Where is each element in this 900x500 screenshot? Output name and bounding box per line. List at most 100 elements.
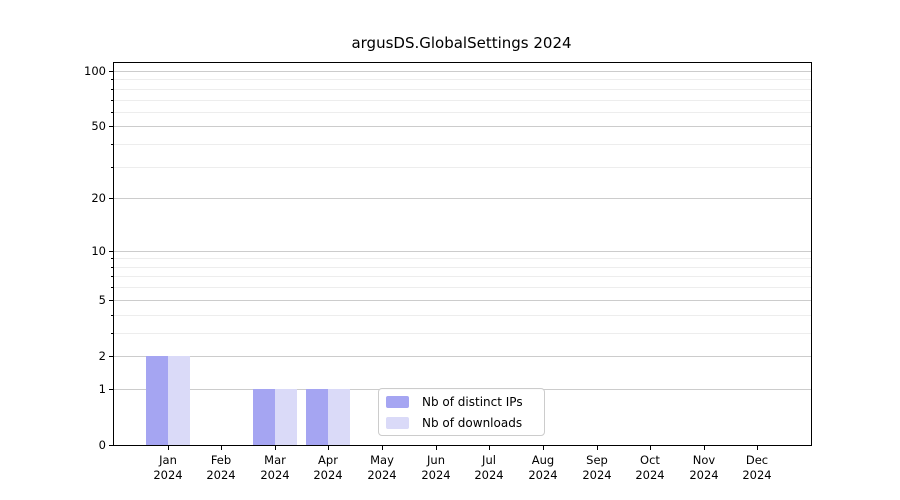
x-tick-year: 2024 — [742, 468, 772, 482]
minor-gridline — [114, 258, 811, 259]
minor-gridline — [114, 144, 811, 145]
y-tick-label: 50 — [91, 119, 106, 133]
bar-mar-downloads — [275, 389, 297, 445]
major-gridline — [114, 198, 811, 199]
y-minor-tick-mark — [111, 315, 113, 316]
y-minor-tick-mark — [111, 258, 113, 259]
x-tick-mark — [650, 446, 651, 450]
bar-apr-distinct-ips — [306, 389, 328, 445]
x-tick-year: 2024 — [313, 468, 343, 482]
x-tick-month: Mar — [264, 453, 286, 467]
x-tick-label: Dec 2024 — [727, 453, 787, 483]
x-tick-label: Aug 2024 — [513, 453, 573, 483]
y-tick-label: 0 — [98, 438, 106, 452]
y-minor-tick-mark — [111, 287, 113, 288]
x-tick-label: Oct 2024 — [620, 453, 680, 483]
x-tick-year: 2024 — [367, 468, 397, 482]
minor-gridline — [114, 287, 811, 288]
y-minor-tick-mark — [111, 79, 113, 80]
x-tick-year: 2024 — [689, 468, 719, 482]
major-gridline — [114, 126, 811, 127]
bar-jan-downloads — [168, 356, 190, 445]
y-tick-label: 100 — [84, 64, 106, 78]
x-tick-month: Apr — [318, 453, 338, 467]
x-tick-label: Nov 2024 — [674, 453, 734, 483]
x-tick-mark — [489, 446, 490, 450]
x-tick-month: Sep — [586, 453, 608, 467]
x-tick-month: Oct — [640, 453, 660, 467]
minor-gridline — [114, 276, 811, 277]
minor-gridline — [114, 89, 811, 90]
y-minor-tick-mark — [111, 112, 113, 113]
x-tick-label: Jun 2024 — [406, 453, 466, 483]
x-tick-year: 2024 — [260, 468, 290, 482]
y-minor-tick-mark — [111, 167, 113, 168]
x-tick-month: Jan — [159, 453, 177, 467]
y-tick-label: 20 — [91, 191, 106, 205]
x-tick-mark — [757, 446, 758, 450]
minor-gridline — [114, 100, 811, 101]
x-tick-year: 2024 — [153, 468, 183, 482]
bar-mar-distinct-ips — [253, 389, 275, 445]
minor-gridline — [114, 112, 811, 113]
x-tick-mark — [382, 446, 383, 450]
y-tick-label: 2 — [98, 349, 106, 363]
x-tick-mark — [275, 446, 276, 450]
x-tick-mark — [221, 446, 222, 450]
x-tick-label: Jul 2024 — [459, 453, 519, 483]
y-minor-tick-mark — [111, 144, 113, 145]
x-tick-label: Apr 2024 — [298, 453, 358, 483]
x-tick-year: 2024 — [528, 468, 558, 482]
y-tick-label: 10 — [91, 244, 106, 258]
legend-label: Nb of distinct IPs — [422, 394, 523, 409]
major-gridline — [114, 300, 811, 301]
x-tick-month: May — [370, 453, 394, 467]
major-gridline — [114, 71, 811, 72]
legend: Nb of distinct IPs Nb of downloads — [378, 388, 545, 436]
major-gridline — [114, 356, 811, 357]
bar-apr-downloads — [328, 389, 350, 445]
bar-jan-distinct-ips — [146, 356, 168, 445]
x-tick-mark — [436, 446, 437, 450]
x-tick-mark — [168, 446, 169, 450]
x-tick-month: Dec — [745, 453, 769, 467]
y-tick-mark — [109, 300, 113, 301]
x-tick-month: Jun — [427, 453, 445, 467]
y-tick-mark — [109, 445, 113, 446]
y-minor-tick-mark — [111, 276, 113, 277]
x-tick-mark — [328, 446, 329, 450]
x-tick-label: May 2024 — [352, 453, 412, 483]
x-tick-year: 2024 — [635, 468, 665, 482]
legend-swatch-downloads — [386, 416, 409, 429]
y-minor-tick-mark — [111, 333, 113, 334]
y-tick-mark — [109, 389, 113, 390]
x-tick-label: Mar 2024 — [245, 453, 305, 483]
minor-gridline — [114, 167, 811, 168]
x-tick-year: 2024 — [474, 468, 504, 482]
y-tick-mark — [109, 356, 113, 357]
plot-area — [113, 62, 812, 446]
x-tick-label: Feb 2024 — [191, 453, 251, 483]
y-tick-label: 1 — [98, 382, 106, 396]
x-tick-month: Jul — [482, 453, 496, 467]
legend-item: Nb of distinct IPs — [386, 391, 544, 412]
y-tick-mark — [109, 71, 113, 72]
x-tick-month: Feb — [210, 453, 232, 467]
y-tick-mark — [109, 251, 113, 252]
legend-item: Nb of downloads — [386, 412, 544, 433]
y-tick-mark — [109, 198, 113, 199]
major-gridline — [114, 251, 811, 252]
y-tick-label: 5 — [98, 293, 106, 307]
legend-swatch-distinct-ips — [386, 395, 409, 408]
x-tick-year: 2024 — [582, 468, 612, 482]
y-minor-tick-mark — [111, 89, 113, 90]
minor-gridline — [114, 333, 811, 334]
y-tick-mark — [109, 126, 113, 127]
x-tick-mark — [704, 446, 705, 450]
x-tick-label: Jan 2024 — [138, 453, 198, 483]
x-tick-year: 2024 — [206, 468, 236, 482]
minor-gridline — [114, 79, 811, 80]
y-minor-tick-mark — [111, 267, 113, 268]
legend-label: Nb of downloads — [422, 415, 523, 430]
